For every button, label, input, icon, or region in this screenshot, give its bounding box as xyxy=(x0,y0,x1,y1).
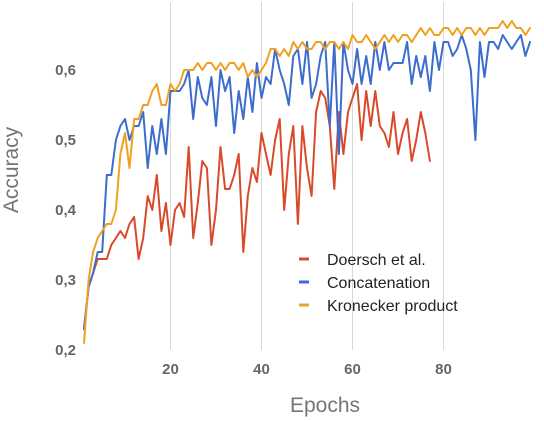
grid-lines xyxy=(169,2,445,350)
y-tick-label: 0,5 xyxy=(55,132,76,149)
y-axis-label: Accuracy xyxy=(0,126,23,213)
legend: Doersch et al. Concatenation Kronecker pro… xyxy=(299,252,458,315)
y-tick-label: 0,2 xyxy=(55,342,76,359)
y-tick-labels: 0,2 0,3 0,4 0,5 0,6 xyxy=(55,62,77,359)
x-tick-label: 80 xyxy=(435,361,452,378)
y-tick-label: 0,3 xyxy=(55,272,76,289)
x-tick-label: 20 xyxy=(162,361,179,378)
series-line-3 xyxy=(83,20,531,344)
y-tick-label: 0,6 xyxy=(55,62,76,79)
legend-label-1: Doersch et al. xyxy=(327,252,426,269)
x-tick-labels: 20 40 60 80 xyxy=(162,361,452,378)
y-tick-label: 0,4 xyxy=(55,202,77,219)
series-line-2 xyxy=(83,34,531,330)
x-tick-label: 60 xyxy=(344,361,361,378)
series-line-1 xyxy=(83,83,431,330)
legend-label-3: Kronecker product xyxy=(327,298,458,315)
x-tick-label: 40 xyxy=(253,361,270,378)
series-lines xyxy=(83,20,531,344)
x-axis-label: Epochs xyxy=(290,394,360,417)
legend-label-2: Concatenation xyxy=(327,275,430,292)
